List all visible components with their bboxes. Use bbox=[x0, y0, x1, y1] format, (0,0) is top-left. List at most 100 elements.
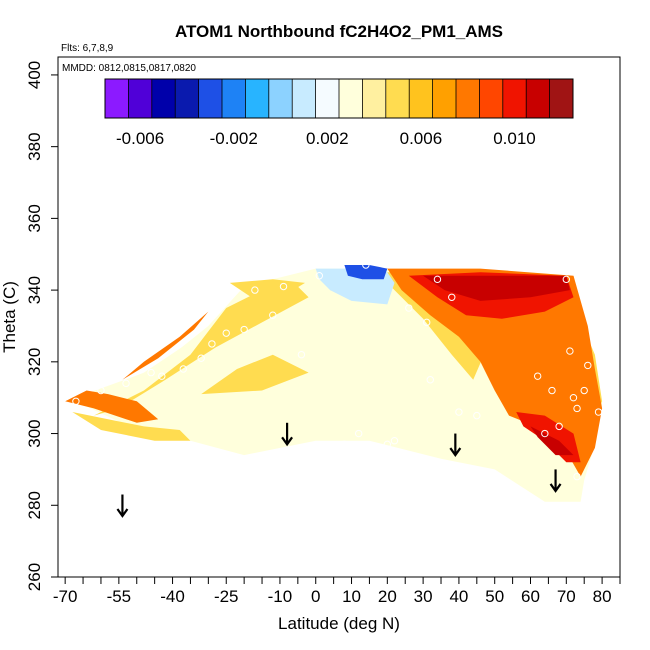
sample-point bbox=[448, 293, 456, 301]
sample-point bbox=[197, 354, 205, 362]
sample-point bbox=[473, 411, 481, 420]
sample-point bbox=[240, 325, 248, 334]
sample-point bbox=[533, 372, 542, 380]
plot-frame bbox=[57, 56, 621, 578]
sample-point bbox=[279, 282, 288, 291]
x-tick-label: 20 bbox=[378, 587, 397, 606]
sample-point bbox=[251, 286, 259, 294]
x-tick-label: 50 bbox=[485, 587, 504, 606]
sample-point bbox=[433, 275, 442, 284]
sample-point bbox=[383, 440, 392, 449]
heatmap-field bbox=[65, 265, 603, 502]
colorbar-swatch bbox=[385, 79, 410, 118]
y-tick-label: 360 bbox=[25, 204, 44, 232]
heat-region-5 bbox=[72, 412, 191, 441]
descent-arrow-head bbox=[449, 447, 462, 457]
heat-region-10 bbox=[122, 311, 209, 380]
colorbar-swatch bbox=[198, 79, 223, 118]
sample-point bbox=[573, 472, 581, 481]
x-tick-label: 70 bbox=[557, 587, 576, 606]
y-tick-label: 400 bbox=[25, 61, 44, 89]
colorbar-swatch bbox=[222, 79, 246, 118]
x-tick-label: -70 bbox=[53, 587, 78, 606]
heat-region-6 bbox=[229, 279, 305, 298]
descent-arrow-head bbox=[549, 483, 562, 493]
descent-arrow-head bbox=[281, 436, 293, 447]
sample-point bbox=[390, 437, 399, 445]
colorbar-swatch bbox=[175, 79, 200, 118]
sample-point bbox=[97, 386, 105, 395]
sample-point bbox=[594, 408, 603, 416]
descent-arrow bbox=[549, 469, 562, 493]
y-tick-label: 300 bbox=[25, 419, 44, 447]
sample-point bbox=[423, 318, 431, 327]
heat-region-14 bbox=[423, 275, 570, 301]
colorbar-swatch bbox=[409, 79, 434, 118]
y-tick-label: 340 bbox=[25, 276, 44, 304]
colorbar-swatch bbox=[549, 79, 574, 118]
x-tick-label: 30 bbox=[414, 587, 433, 606]
sample-point bbox=[147, 368, 155, 377]
colorbar-swatch bbox=[245, 79, 270, 118]
x-tick-label: -25 bbox=[214, 587, 239, 606]
sample-point bbox=[426, 376, 434, 384]
x-tick-label: 60 bbox=[521, 587, 540, 606]
sample-point bbox=[297, 350, 306, 359]
colorbar-tick-label: 0.006 bbox=[400, 129, 443, 148]
sample-point bbox=[315, 272, 324, 280]
x-axis-label: Latitude (deg N) bbox=[278, 614, 400, 633]
y-tick-label: 320 bbox=[25, 348, 44, 376]
heat-region-2 bbox=[279, 318, 477, 405]
x-tick-label: 80 bbox=[593, 587, 612, 606]
colorbar-swatch bbox=[432, 79, 457, 118]
chart-title: ATOM1 Northbound fC2H4O2_PM1_AMS bbox=[175, 22, 503, 41]
descent-arrow-head bbox=[116, 508, 129, 518]
y-tick-label: 260 bbox=[25, 563, 44, 591]
sample-point bbox=[158, 372, 166, 380]
heat-region-3 bbox=[93, 286, 309, 416]
descent-arrows bbox=[116, 422, 562, 518]
sample-point bbox=[72, 397, 80, 405]
colorbar-tick-label: 0.002 bbox=[306, 129, 349, 148]
colorbar-swatch bbox=[292, 79, 317, 118]
x-tick-label: -55 bbox=[107, 587, 132, 606]
colorbar-swatch bbox=[362, 79, 387, 118]
heat-region-17 bbox=[344, 265, 388, 280]
sample-point bbox=[405, 304, 413, 312]
heat-region-1 bbox=[72, 279, 406, 402]
colorbar-swatch bbox=[339, 79, 363, 118]
sample-point bbox=[340, 440, 349, 449]
heat-region-7 bbox=[376, 272, 484, 380]
sample-point bbox=[362, 261, 370, 269]
colorbar-swatch bbox=[526, 79, 551, 118]
colorbar-swatch bbox=[128, 79, 153, 118]
sample-point bbox=[562, 275, 571, 284]
sample-point bbox=[208, 340, 216, 348]
sample-point bbox=[541, 429, 549, 438]
colorbar-swatch bbox=[315, 79, 340, 118]
colorbar-tick-label: 0.010 bbox=[493, 129, 536, 148]
y-tick-label: 280 bbox=[25, 491, 44, 519]
colorbar-swatch bbox=[502, 79, 527, 118]
sample-point bbox=[455, 408, 463, 416]
colorbar-tick-label: -0.006 bbox=[116, 129, 164, 148]
x-axis: -70 -55 -40 -25 -10 0 10 20 30 40 50 60 70 80 bbox=[53, 577, 621, 606]
descent-arrow bbox=[449, 433, 462, 457]
y-axis: 260 280 300 320 340 360 380 400 bbox=[25, 61, 58, 591]
sample-point bbox=[566, 347, 574, 355]
colorbar: -0.006 -0.002 0.002 0.006 0.010 bbox=[104, 78, 574, 148]
sample-point bbox=[354, 429, 363, 438]
sample-point bbox=[548, 386, 556, 395]
colorbar-swatch bbox=[456, 79, 480, 118]
sample-point bbox=[584, 361, 592, 370]
dates-subtitle: MMDD: 0812,0815,0817,0820 bbox=[62, 63, 196, 74]
colorbar-swatch bbox=[105, 79, 129, 118]
colorbar-swatch bbox=[479, 79, 504, 118]
sample-point bbox=[569, 393, 578, 402]
x-tick-label: 40 bbox=[449, 587, 468, 606]
sample-point bbox=[555, 422, 563, 431]
x-tick-label: -40 bbox=[160, 587, 185, 606]
descent-arrow bbox=[116, 494, 129, 518]
heat-region-4 bbox=[201, 354, 309, 395]
